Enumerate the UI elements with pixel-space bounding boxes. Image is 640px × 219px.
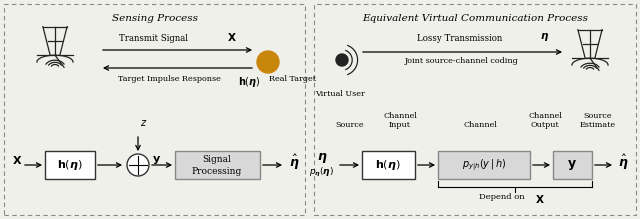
Circle shape xyxy=(336,54,348,66)
FancyBboxPatch shape xyxy=(45,151,95,179)
Text: Sensing Process: Sensing Process xyxy=(111,14,198,23)
Text: $\boldsymbol{\eta}$: $\boldsymbol{\eta}$ xyxy=(540,31,550,43)
Text: Equivalent Virtual Communication Process: Equivalent Virtual Communication Process xyxy=(362,14,588,23)
Text: Source: Source xyxy=(336,121,364,129)
Text: Target Impulse Response: Target Impulse Response xyxy=(118,75,223,83)
Text: $p_{y|h}(y\,|\,h)$: $p_{y|h}(y\,|\,h)$ xyxy=(462,157,506,173)
Text: Channel
Input: Channel Input xyxy=(383,112,417,129)
Text: $\mathbf{y}$: $\mathbf{y}$ xyxy=(567,158,577,172)
Text: $\mathbf{h}(\boldsymbol{\eta})$: $\mathbf{h}(\boldsymbol{\eta})$ xyxy=(375,158,401,172)
Text: $z$: $z$ xyxy=(140,118,147,128)
Text: $\mathbf{h}(\boldsymbol{\eta})$: $\mathbf{h}(\boldsymbol{\eta})$ xyxy=(238,75,260,89)
Text: $\mathbf{y}$: $\mathbf{y}$ xyxy=(152,154,161,166)
Text: Transmit Signal: Transmit Signal xyxy=(119,34,191,43)
Text: $\mathbf{X}$: $\mathbf{X}$ xyxy=(12,154,22,166)
FancyBboxPatch shape xyxy=(362,151,415,179)
Text: Channel
Output: Channel Output xyxy=(528,112,562,129)
Text: Lossy Transmission: Lossy Transmission xyxy=(417,34,508,43)
Text: Channel: Channel xyxy=(463,121,497,129)
Text: Depend on: Depend on xyxy=(479,193,527,201)
FancyBboxPatch shape xyxy=(175,151,260,179)
Text: Real Target: Real Target xyxy=(264,75,316,83)
Text: Virtual User: Virtual User xyxy=(315,90,365,98)
Text: $\mathbf{h}(\boldsymbol{\eta})$: $\mathbf{h}(\boldsymbol{\eta})$ xyxy=(57,158,83,172)
FancyBboxPatch shape xyxy=(438,151,530,179)
Circle shape xyxy=(257,51,279,73)
Text: $\boldsymbol{\eta}$: $\boldsymbol{\eta}$ xyxy=(317,151,327,165)
Text: Processing: Processing xyxy=(192,166,242,175)
Text: $\hat{\boldsymbol{\eta}}$: $\hat{\boldsymbol{\eta}}$ xyxy=(289,152,300,171)
FancyBboxPatch shape xyxy=(553,151,592,179)
Text: Source
Estimate: Source Estimate xyxy=(580,112,616,129)
Text: Joint source-channel coding: Joint source-channel coding xyxy=(405,57,519,65)
Text: Signal: Signal xyxy=(203,155,232,164)
Text: $p_{\boldsymbol{\eta}}(\boldsymbol{\eta})$: $p_{\boldsymbol{\eta}}(\boldsymbol{\eta}… xyxy=(309,165,335,178)
Circle shape xyxy=(127,154,149,176)
Text: $\mathbf{X}$: $\mathbf{X}$ xyxy=(227,31,237,43)
Text: $\mathbf{X}$: $\mathbf{X}$ xyxy=(535,193,545,205)
Text: $\hat{\boldsymbol{\eta}}$: $\hat{\boldsymbol{\eta}}$ xyxy=(618,152,628,171)
